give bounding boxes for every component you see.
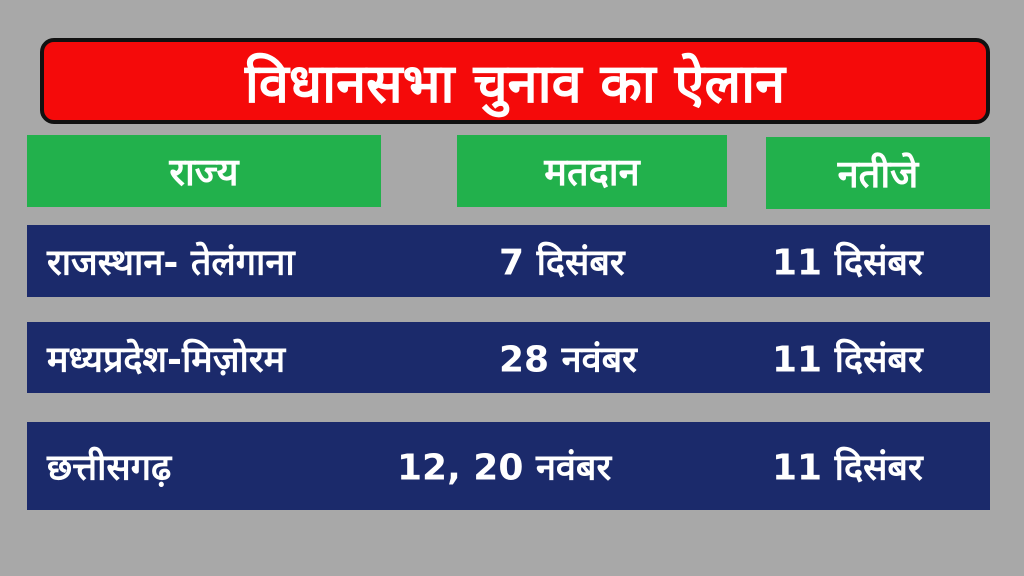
- table-row: छत्तीसगढ़ 12, 20 नवंबर 11 दिसंबर: [27, 422, 990, 510]
- state-cell: छत्तीसगढ़: [47, 447, 172, 489]
- header-results: नतीजे: [766, 137, 990, 209]
- voting-cell: 12, 20 नवंबर: [397, 447, 612, 489]
- voting-cell: 28 नवंबर: [499, 339, 637, 380]
- header-voting: मतदान: [457, 135, 727, 207]
- state-cell: राजस्थान- तेलंगाना: [47, 242, 295, 284]
- table-row: राजस्थान- तेलंगाना 7 दिसंबर 11 दिसंबर: [27, 225, 990, 297]
- table-row: मध्यप्रदेश-मिज़ोरम 28 नवंबर 11 दिसंबर: [27, 322, 990, 393]
- results-cell: 11 दिसंबर: [772, 447, 923, 489]
- results-cell: 11 दिसंबर: [772, 242, 923, 284]
- results-cell: 11 दिसंबर: [772, 339, 923, 380]
- page-title: विधानसभा चुनाव का ऐलान: [40, 38, 990, 124]
- voting-cell: 7 दिसंबर: [499, 242, 625, 284]
- header-state: राज्य: [27, 135, 381, 207]
- state-cell: मध्यप्रदेश-मिज़ोरम: [47, 339, 286, 380]
